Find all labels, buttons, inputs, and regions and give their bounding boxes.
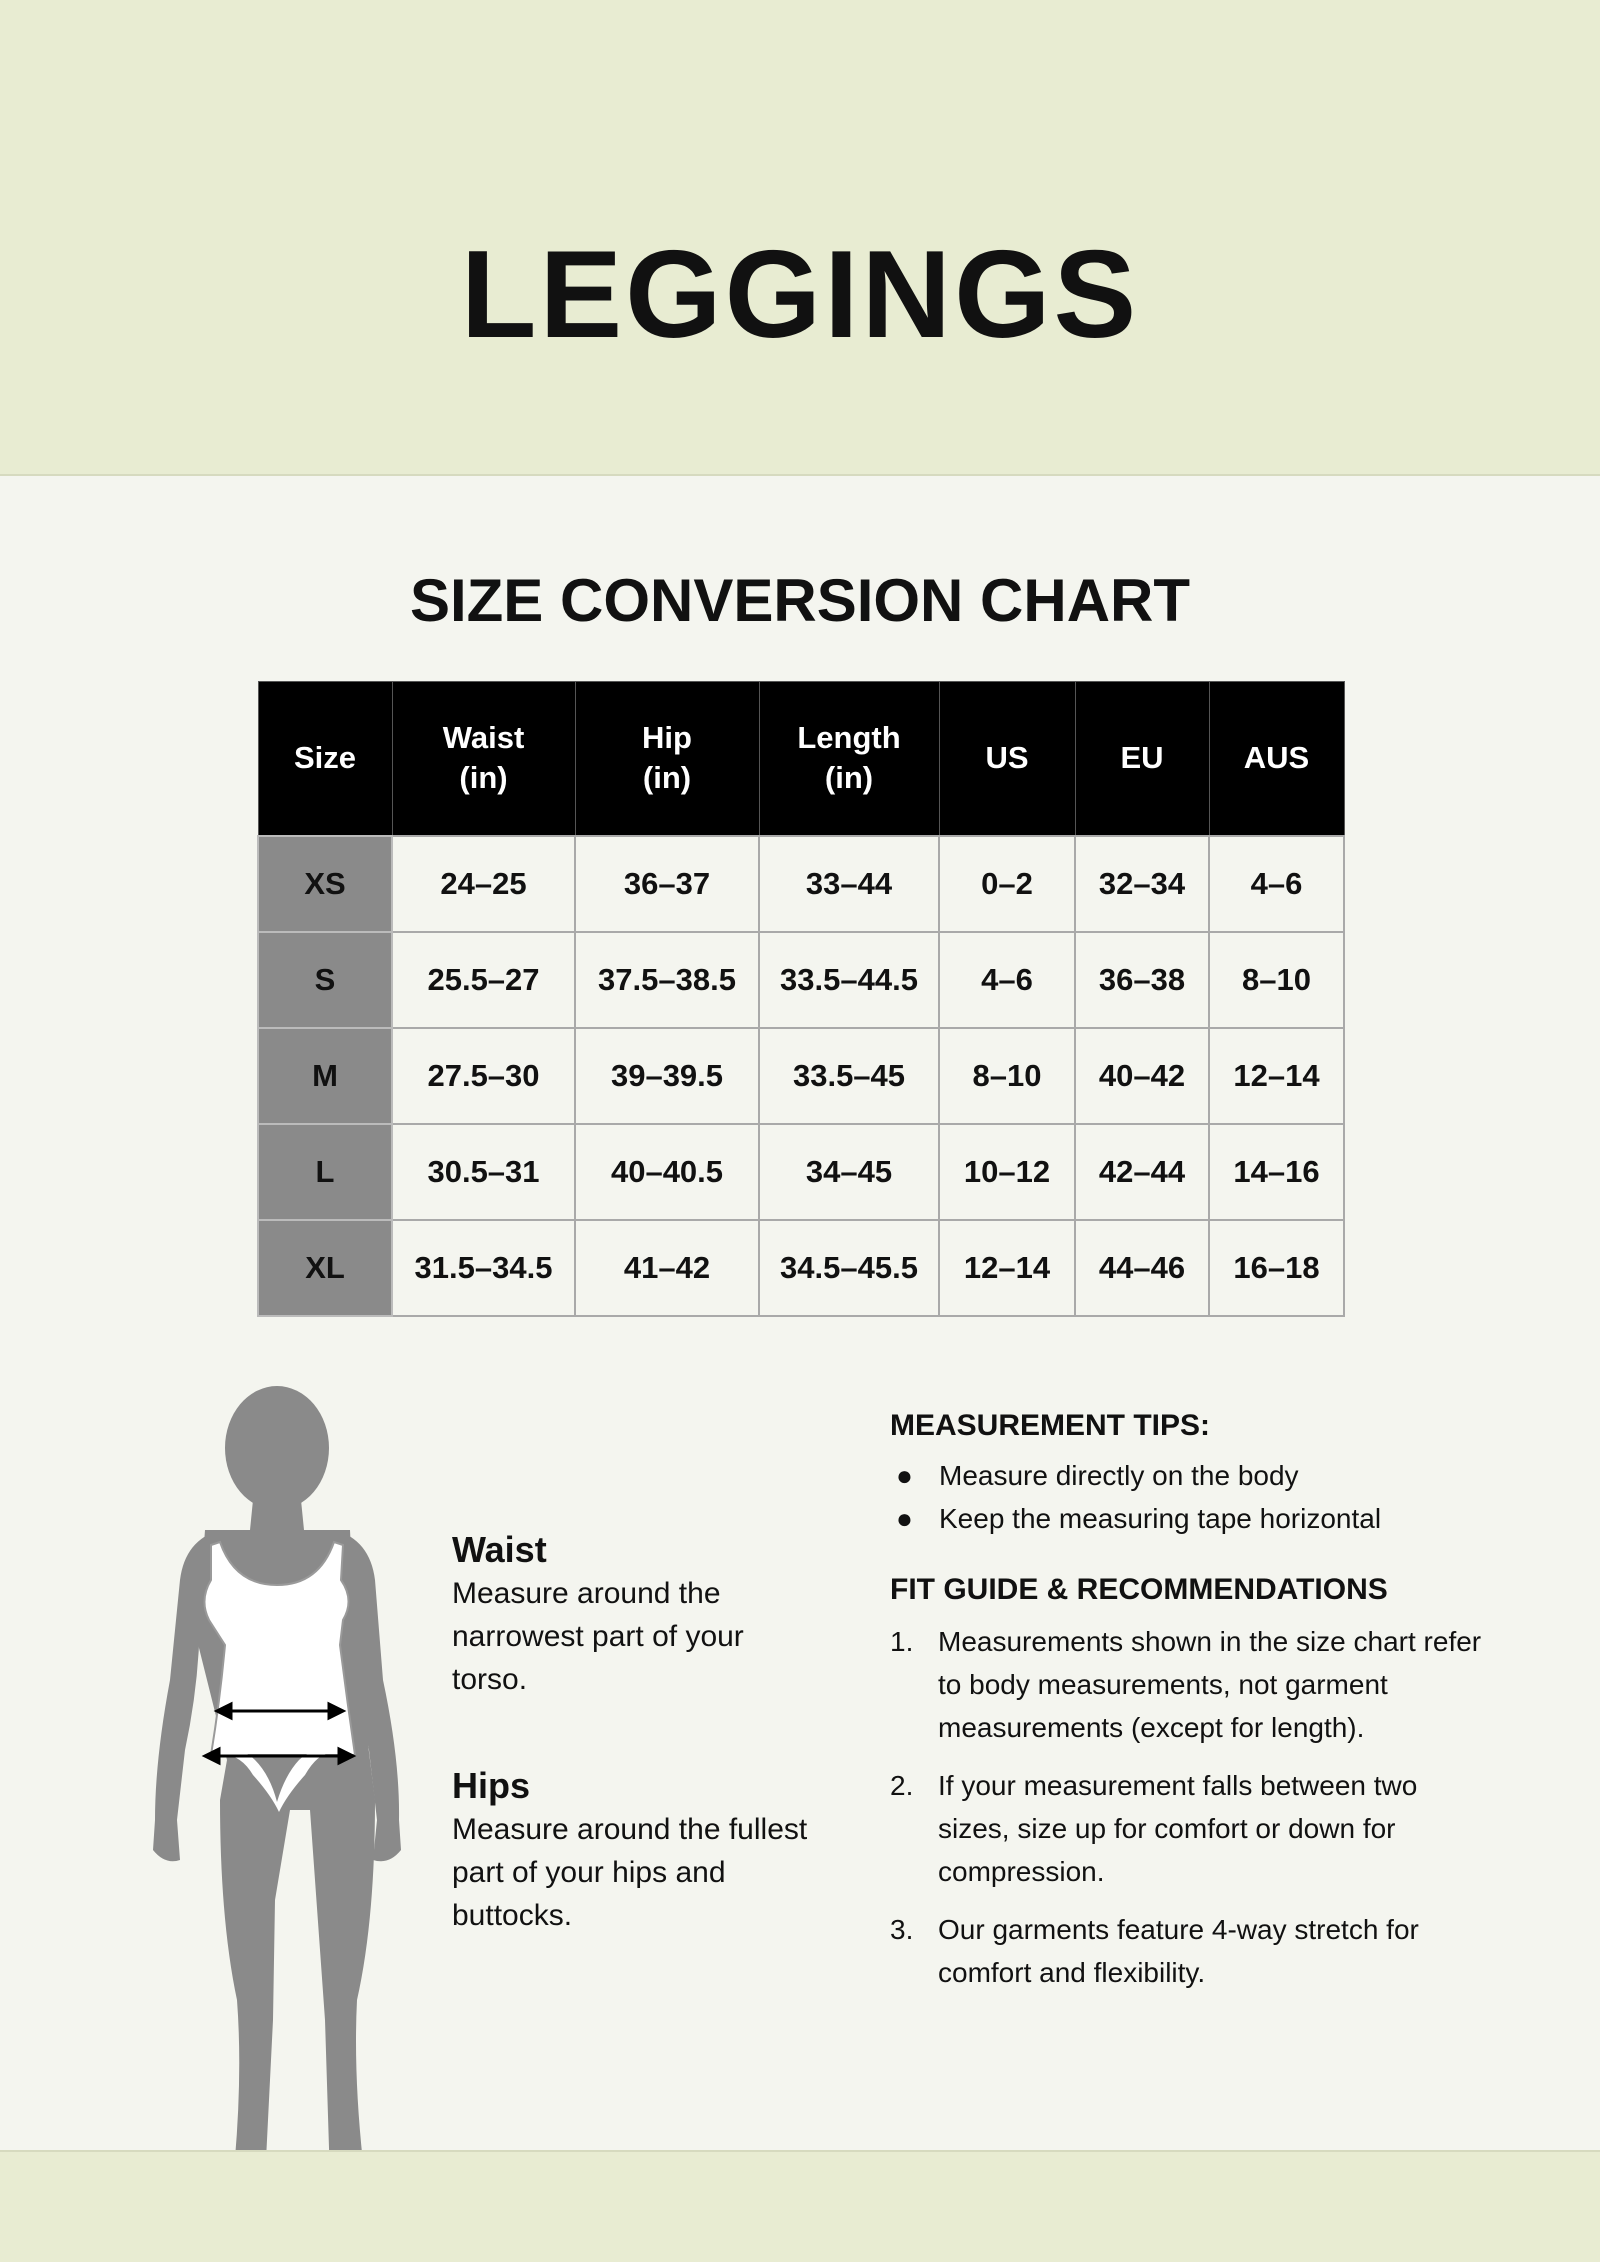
fit-text: If your measurement falls between two si… [938, 1770, 1418, 1887]
fit-item: 1. Measurements shown in the size chart r… [890, 1620, 1490, 1749]
header-band [0, 0, 1600, 476]
table-cell: 12–14 [1208, 1026, 1345, 1125]
table-cell: 32–34 [1074, 834, 1210, 933]
table-row: L 30.5–31 40–40.5 34–45 10–12 42–44 14–16 [257, 1122, 1345, 1221]
column-header-text: Length [797, 720, 901, 756]
table-cell: 36–37 [574, 834, 760, 933]
fit-heading: FIT GUIDE & RECOMMENDATIONS [890, 1573, 1388, 1606]
size-cell: L [257, 1122, 393, 1221]
column-header: Size [257, 681, 393, 836]
column-header-text: Hip [642, 720, 692, 756]
size-cell: S [257, 930, 393, 1029]
hips-guide: Hips Measure around the fullest part of … [452, 1764, 812, 1937]
table-cell: 10–12 [938, 1122, 1076, 1221]
fit-item: 3. Our garments feature 4-way stretch for… [890, 1908, 1490, 1994]
bullet-icon: ● [896, 1460, 913, 1491]
footer-band [0, 2150, 1600, 2262]
table-cell: 37.5–38.5 [574, 930, 760, 1029]
page-title: LEGGINGS [460, 226, 1140, 364]
size-cell: M [257, 1026, 393, 1125]
table-cell: 16–18 [1208, 1218, 1345, 1317]
column-header-text: (in) [459, 760, 508, 796]
column-header: US [938, 681, 1076, 836]
table-cell: 8–10 [1208, 930, 1345, 1029]
table-cell: 33–44 [758, 834, 940, 933]
size-cell: XL [257, 1218, 393, 1317]
tip-item: ● Keep the measuring tape horizontal [890, 1497, 1490, 1540]
table-cell: 34.5–45.5 [758, 1218, 940, 1317]
column-header: Hip (in) [574, 681, 760, 836]
tip-text: Measure directly on the body [939, 1460, 1299, 1491]
table-row: XL 31.5–34.5 41–42 34.5–45.5 12–14 44–46 16–18 [257, 1218, 1345, 1317]
table-cell: 33.5–44.5 [758, 930, 940, 1029]
item-number: 2. [890, 1770, 914, 1801]
table-cell: 33.5–45 [758, 1026, 940, 1125]
size-cell: XS [257, 834, 393, 933]
column-header-text: EU [1120, 740, 1164, 776]
table-row: M 27.5–30 39–39.5 33.5–45 8–10 40–42 12–14 [257, 1026, 1345, 1125]
column-header: Waist (in) [391, 681, 576, 836]
bullet-icon: ● [896, 1503, 913, 1534]
item-number: 1. [890, 1626, 914, 1657]
waist-text: Measure around the narrowest part of you… [452, 1577, 744, 1696]
column-header-text: Size [293, 740, 357, 776]
column-header-text: AUS [1243, 740, 1310, 776]
column-header-text: Waist [442, 720, 525, 756]
size-table: Size Waist (in) Hip (in) Length (in) US EU AUS XS… [257, 681, 1345, 1317]
hips-text: Measure around the fullest part of your … [452, 1813, 808, 1932]
body-figure-illustration [153, 1386, 401, 2206]
waist-guide: Waist Measure around the narrowest part … [452, 1528, 812, 1701]
column-header: Length (in) [758, 681, 940, 836]
waist-heading: Waist [452, 1529, 547, 1570]
table-cell: 40–40.5 [574, 1122, 760, 1221]
table-cell: 44–46 [1074, 1218, 1210, 1317]
table-cell: 27.5–30 [391, 1026, 576, 1125]
chart-title: SIZE CONVERSION CHART [409, 567, 1191, 634]
table-cell: 30.5–31 [391, 1122, 576, 1221]
hips-heading: Hips [452, 1765, 531, 1806]
tip-item: ● Measure directly on the body [890, 1454, 1490, 1497]
column-header-text: US [985, 740, 1029, 776]
table-cell: 39–39.5 [574, 1026, 760, 1125]
table-cell: 4–6 [1208, 834, 1345, 933]
table-cell: 42–44 [1074, 1122, 1210, 1221]
item-number: 3. [890, 1914, 914, 1945]
column-header: EU [1074, 681, 1210, 836]
fit-text: Our garments feature 4-way stretch for c… [938, 1914, 1419, 1988]
column-header-text: (in) [824, 760, 874, 796]
table-cell: 24–25 [391, 834, 576, 933]
table-cell: 4–6 [938, 930, 1076, 1029]
table-row: XS 24–25 36–37 33–44 0–2 32–34 4–6 [257, 834, 1345, 933]
table-cell: 25.5–27 [391, 930, 576, 1029]
table-row: S 25.5–27 37.5–38.5 33.5–44.5 4–6 36–38 8–10 [257, 930, 1345, 1029]
table-cell: 31.5–34.5 [391, 1218, 576, 1317]
column-header-text: (in) [642, 760, 692, 796]
fit-item: 2. If your measurement falls between two … [890, 1764, 1490, 1893]
table-cell: 12–14 [938, 1218, 1076, 1317]
table-cell: 14–16 [1208, 1122, 1345, 1221]
table-cell: 36–38 [1074, 930, 1210, 1029]
tips-panel: MEASUREMENT TIPS: ● Measure directly on t… [890, 1406, 1490, 2009]
fit-text: Measurements shown in the size chart ref… [938, 1626, 1482, 1743]
tip-text: Keep the measuring tape horizontal [939, 1503, 1382, 1534]
table-cell: 40–42 [1074, 1026, 1210, 1125]
column-header: AUS [1208, 681, 1345, 836]
table-cell: 34–45 [758, 1122, 940, 1221]
tips-heading: MEASUREMENT TIPS: [890, 1409, 1211, 1442]
table-cell: 0–2 [938, 834, 1076, 933]
table-cell: 41–42 [574, 1218, 760, 1317]
table-cell: 8–10 [938, 1026, 1076, 1125]
